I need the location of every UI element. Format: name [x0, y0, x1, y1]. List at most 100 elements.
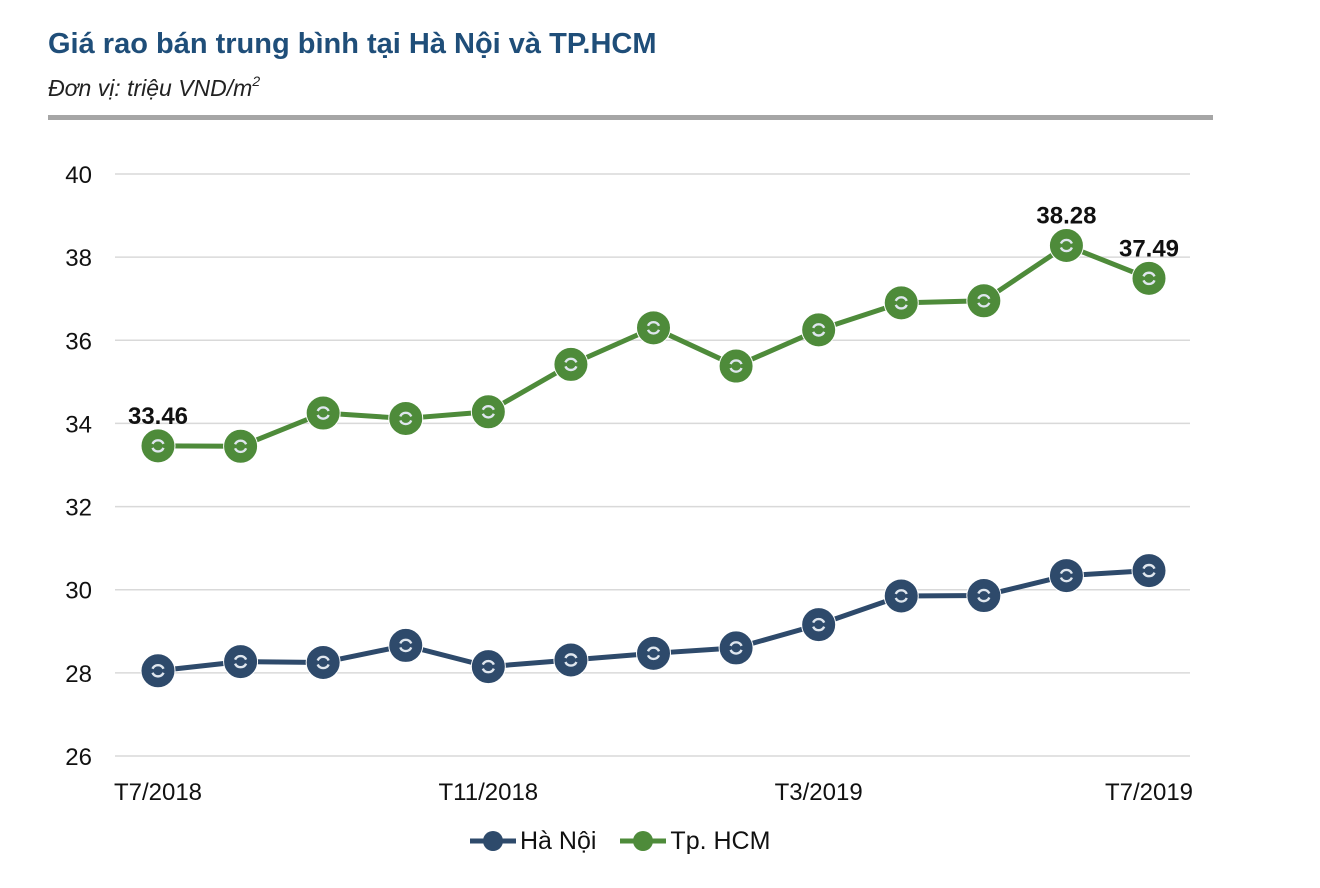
- data-point: [718, 348, 754, 384]
- y-axis-ticks: 26 28 30 32 34 36 38 40: [65, 162, 92, 771]
- data-point-marker: [801, 312, 837, 348]
- chart-subtitle-superscript: 2: [252, 73, 261, 89]
- data-point-highlight: [564, 357, 578, 364]
- data-point-highlight: [646, 646, 661, 652]
- legend-swatch-marker: [483, 831, 503, 851]
- data-point-highlight: [481, 413, 495, 419]
- y-tick-label: 40: [65, 162, 92, 189]
- y-tick-label: 32: [65, 495, 92, 522]
- data-point: [305, 395, 341, 431]
- data-point-marker: [140, 653, 176, 689]
- y-tick-label: 26: [65, 744, 92, 771]
- data-point: [801, 312, 837, 348]
- data-point-marker: [223, 428, 259, 464]
- data-point-highlight: [481, 405, 495, 411]
- data-point-highlight: [894, 296, 908, 302]
- data-point: [1131, 553, 1167, 589]
- data-point: [305, 644, 341, 680]
- data-point-marker: [966, 283, 1002, 319]
- data-point-highlight: [1059, 568, 1074, 575]
- data-point-marker: [140, 428, 176, 464]
- data-point-marker: [636, 635, 671, 671]
- data-point-marker: [1131, 553, 1167, 589]
- data-point-marker: [470, 649, 506, 685]
- title-divider: [48, 115, 1213, 120]
- data-point-highlight: [233, 439, 248, 445]
- data-point: [718, 630, 754, 666]
- y-tick-label: 34: [65, 411, 92, 438]
- data-point: [470, 394, 506, 430]
- y-tick-label: 36: [65, 328, 92, 355]
- data-point-highlight: [399, 646, 413, 653]
- chart-title: Giá rao bán trung bình tại Hà Nội và TP.…: [48, 28, 657, 60]
- chart-subtitle-text: Đơn vị: triệu VND/m: [48, 75, 253, 101]
- data-point-highlight: [564, 653, 578, 659]
- data-label: 33.46: [128, 403, 188, 430]
- data-point-highlight: [151, 664, 165, 670]
- data-point-highlight: [564, 661, 578, 667]
- chart-subtitle: Đơn vị: triệu VND/m2: [48, 73, 260, 102]
- x-axis-ticks: T7/2018 T11/2018 T3/2019 T7/2019: [114, 779, 1193, 806]
- data-point: [223, 428, 259, 464]
- legend: Hà Nội Tp. HCM: [470, 826, 770, 856]
- data-point: [140, 653, 176, 689]
- x-tick-label: T7/2018: [114, 779, 202, 806]
- data-point-highlight: [233, 654, 248, 661]
- data-label: 38.28: [1036, 203, 1096, 230]
- data-point-highlight: [399, 411, 413, 418]
- series-lines: [140, 228, 1167, 689]
- data-point-highlight: [977, 588, 991, 595]
- data-point: [553, 346, 589, 382]
- data-point-highlight: [1142, 279, 1156, 286]
- data-point-highlight: [812, 617, 826, 624]
- data-point-marker: [388, 627, 424, 663]
- data-point-marker: [223, 644, 259, 680]
- data-point: [883, 578, 919, 614]
- data-point-highlight: [977, 302, 991, 308]
- data-point-highlight: [1059, 576, 1074, 583]
- data-labels: 33.46 38.28 37.49: [128, 203, 1179, 430]
- legend-label-ha-noi: Hà Nội: [520, 826, 597, 855]
- data-point-highlight: [894, 597, 908, 603]
- data-point-marker: [1131, 260, 1167, 296]
- x-tick-label: T3/2019: [775, 779, 863, 806]
- data-point-highlight: [729, 641, 743, 647]
- data-point: [883, 285, 919, 321]
- data-point-highlight: [1142, 563, 1156, 570]
- legend-swatch-marker: [633, 831, 654, 851]
- data-point-highlight: [399, 638, 413, 645]
- data-point-highlight: [1142, 571, 1156, 578]
- data-point-highlight: [399, 419, 413, 426]
- data-point-highlight: [812, 625, 826, 632]
- data-point-marker: [553, 346, 589, 382]
- data-point: [223, 644, 259, 680]
- data-point-marker: [883, 578, 919, 614]
- data-point: [966, 283, 1002, 319]
- data-point-marker: [470, 394, 506, 430]
- data-point-highlight: [481, 659, 495, 666]
- data-point-highlight: [977, 294, 991, 300]
- data-point-highlight: [316, 414, 330, 420]
- data-point: [1048, 228, 1084, 264]
- data-point-highlight: [894, 304, 908, 310]
- legend-swatch-ha-noi: [470, 831, 516, 851]
- data-point-marker: [718, 630, 754, 666]
- legend-item-ha-noi: Hà Nội: [470, 826, 596, 856]
- data-point-highlight: [316, 406, 330, 412]
- data-point-marker: [305, 395, 341, 431]
- legend-label-tp-hcm: Tp. HCM: [670, 826, 771, 855]
- data-point-highlight: [151, 439, 165, 445]
- data-point-highlight: [1142, 271, 1156, 277]
- data-point-highlight: [1059, 238, 1074, 245]
- data-point-marker: [801, 607, 837, 643]
- data-point-highlight: [481, 667, 495, 674]
- data-point-marker: [718, 348, 754, 384]
- y-tick-label: 38: [65, 245, 92, 272]
- data-point-highlight: [646, 329, 661, 335]
- data-point: [636, 635, 671, 671]
- data-point-highlight: [151, 672, 165, 678]
- data-point-marker: [636, 310, 671, 346]
- data-point: [1048, 558, 1084, 594]
- data-point-highlight: [1059, 246, 1074, 253]
